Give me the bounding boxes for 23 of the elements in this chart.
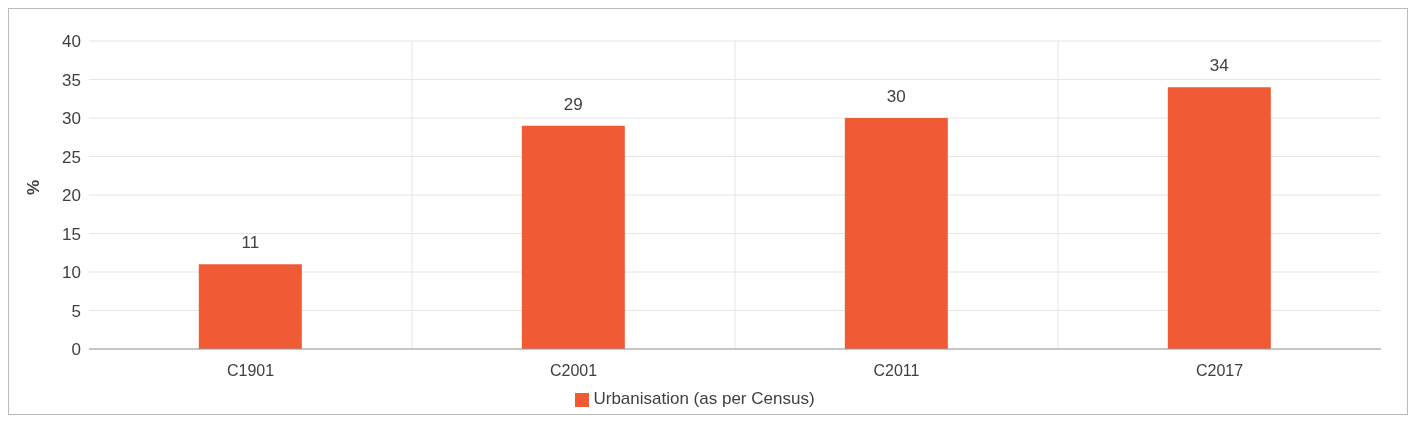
y-tick-label: 40	[62, 32, 81, 52]
x-tick-label: C2011	[873, 362, 920, 380]
y-tick-label: 25	[62, 147, 81, 167]
legend-label: Urbanisation (as per Census)	[593, 389, 815, 408]
y-tick-label: 10	[62, 263, 81, 283]
y-tick-label: 15	[62, 224, 81, 244]
y-tick-label: 35	[62, 70, 81, 90]
bar	[198, 264, 302, 349]
y-tick-label: 0	[71, 340, 81, 360]
x-tick-label: C1901	[226, 362, 275, 380]
x-tick-label: C2017	[1195, 362, 1244, 380]
x-tick-label: C2001	[549, 362, 598, 380]
bar	[844, 118, 948, 349]
y-tick-label: 30	[62, 109, 81, 129]
bar	[521, 125, 625, 349]
data-label: 30	[886, 87, 906, 106]
data-label: 29	[563, 94, 583, 114]
y-tick-label: 20	[62, 186, 81, 206]
y-tick-label: 5	[71, 301, 81, 321]
data-label: 11	[241, 233, 260, 253]
y-axis-title: %	[24, 179, 44, 195]
bar	[1167, 87, 1271, 349]
data-label: 34	[1209, 56, 1229, 76]
